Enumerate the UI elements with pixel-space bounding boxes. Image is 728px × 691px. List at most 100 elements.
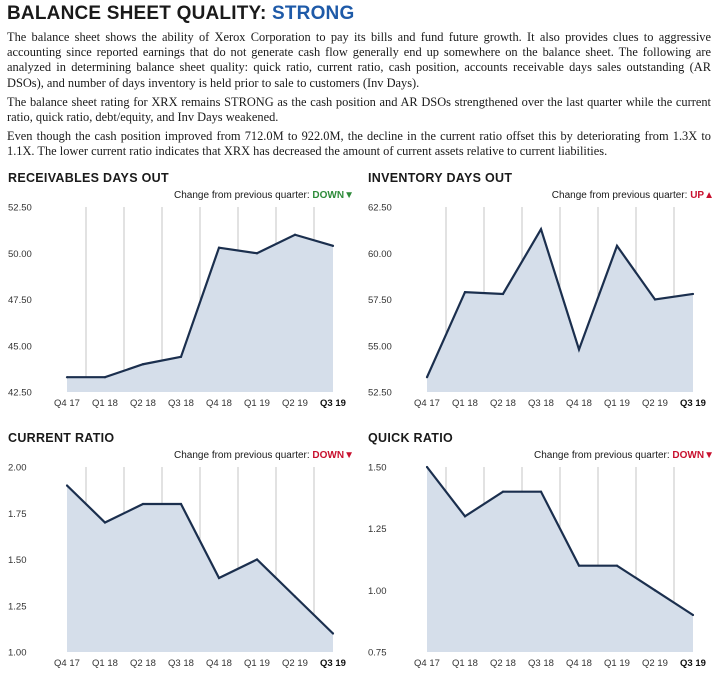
x-tick-label: Q2 19	[642, 398, 668, 409]
y-tick-label: 42.50	[8, 388, 32, 399]
data-point	[293, 233, 297, 236]
change-label: Change from previous quarter:	[174, 450, 313, 461]
data-point	[463, 291, 467, 294]
data-point	[255, 558, 259, 561]
x-tick-label: Q1 19	[244, 398, 270, 409]
data-point	[217, 576, 221, 580]
change-label: Change from previous quarter:	[551, 190, 691, 201]
quick-ratio-chart-panel: QUICK RATIO Change from previous quarter…	[366, 431, 718, 676]
data-point	[293, 595, 297, 598]
paragraph-2: The balance sheet rating for XRX remains…	[7, 94, 711, 125]
quick-ratio-chart: 0.75 1.00 1.25 1.50 Q4 17 Q1 18 Q2 18 Q3 18 Q4 1…	[368, 463, 706, 670]
current-ratio-chart-panel: CURRENT RATIO Change from previous quart…	[6, 431, 358, 676]
y-tick-label: 60.00	[368, 249, 392, 260]
x-tick-label: Q2 18	[490, 398, 516, 409]
x-tick-label: Q3 18	[168, 658, 194, 669]
y-tick-label: 1.00	[8, 648, 27, 659]
y-tick-label: 52.50	[368, 388, 392, 399]
data-point	[653, 589, 657, 592]
data-point	[141, 363, 145, 366]
change-label: Change from previous quarter:	[174, 190, 313, 201]
chart-title: CURRENT RATIO	[8, 431, 115, 445]
x-tick-label: Q3 19	[320, 398, 346, 409]
y-tick-label: 57.50	[368, 295, 392, 306]
x-tick-label: Q4 18	[206, 398, 232, 409]
y-tick-label: 47.50	[8, 295, 32, 306]
x-tick-label: Q2 18	[130, 658, 156, 669]
x-tick-label: Q3 19	[680, 658, 706, 669]
data-point	[255, 252, 259, 255]
x-tick-label: Q1 19	[244, 658, 270, 669]
change-indicator: Change from previous quarter: DOWN▼	[174, 190, 354, 201]
receivables-chart: 42.50 45.00 47.50 50.00 52.50 Q4 17 Q1 18 Q2 18…	[8, 203, 346, 410]
series-line	[67, 233, 334, 379]
data-point	[539, 490, 543, 493]
change-direction: DOWN	[312, 190, 345, 201]
receivables-chart-panel: RECEIVABLES DAYS OUT Change from previou…	[6, 171, 358, 416]
data-point	[103, 376, 107, 379]
x-tick-label: Q1 18	[452, 398, 478, 409]
x-tick-label: Q2 18	[130, 398, 156, 409]
x-tick-label: Q2 19	[282, 398, 308, 409]
y-tick-label: 55.00	[368, 341, 392, 352]
paragraph-3: Even though the cash position improved f…	[7, 129, 711, 159]
data-point	[141, 502, 145, 506]
change-arrow-icon: ▼	[344, 450, 354, 461]
area-fill	[427, 467, 693, 652]
change-indicator: Change from previous quarter: DOWN▼	[174, 450, 354, 461]
data-point	[179, 502, 183, 506]
series-line	[425, 226, 694, 378]
change-direction: DOWN	[312, 450, 345, 461]
data-point	[217, 246, 221, 249]
data-point	[425, 465, 429, 469]
data-point	[691, 292, 695, 296]
rating-badge: STRONG	[271, 3, 355, 24]
y-tick-label: 1.75	[8, 509, 27, 520]
y-tick-label: 1.25	[8, 601, 27, 612]
data-point	[539, 228, 543, 231]
x-tick-label: Q4 18	[566, 658, 592, 669]
y-tick-label: 50.00	[8, 249, 32, 260]
data-point	[331, 632, 335, 635]
data-point	[501, 292, 505, 296]
x-tick-label: Q3 18	[168, 398, 194, 409]
data-point	[691, 613, 695, 617]
x-tick-label: Q2 19	[642, 658, 668, 669]
area-fill	[67, 234, 333, 392]
x-tick-label: Q4 17	[414, 398, 440, 409]
y-tick-label: 45.00	[8, 341, 32, 352]
y-tick-label: 1.00	[368, 586, 387, 597]
data-point	[615, 244, 619, 247]
title-prefix: BALANCE SHEET QUALITY:	[7, 3, 272, 24]
paragraph-1: The balance sheet shows the ability of X…	[7, 30, 711, 90]
x-tick-label: Q4 18	[206, 658, 232, 669]
x-tick-label: Q4 17	[414, 658, 440, 669]
current-ratio-chart: 1.00 1.25 1.50 1.75 2.00 Q4 17 Q1 18 Q2 18 Q3 18…	[8, 463, 346, 670]
data-point	[331, 244, 335, 247]
x-tick-label: Q4 18	[566, 398, 592, 409]
x-tick-label: Q4 17	[54, 658, 80, 669]
x-tick-label: Q3 18	[528, 398, 554, 409]
area-fill	[427, 229, 693, 392]
change-label: Change from previous quarter:	[534, 450, 673, 461]
data-point	[103, 521, 107, 524]
inventory-chart-panel: INVENTORY DAYS OUT Change from previous …	[366, 171, 718, 416]
x-tick-label: Q3 19	[320, 658, 346, 669]
change-indicator: Change from previous quarter: DOWN▼	[534, 450, 714, 461]
x-tick-label: Q2 18	[490, 658, 516, 669]
x-tick-label: Q1 19	[604, 658, 630, 669]
chart-title: QUICK RATIO	[368, 431, 454, 445]
data-point	[65, 484, 69, 487]
x-tick-label: Q1 18	[92, 658, 118, 669]
data-point	[615, 564, 619, 567]
y-tick-label: 0.75	[368, 648, 387, 659]
data-point	[179, 355, 183, 358]
x-tick-label: Q1 18	[452, 658, 478, 669]
series-line	[426, 466, 694, 616]
change-arrow-icon: ▼	[344, 190, 354, 201]
x-tick-label: Q3 19	[680, 398, 706, 409]
data-point	[577, 348, 581, 351]
change-direction: DOWN	[672, 450, 705, 461]
data-point	[425, 376, 429, 379]
change-arrow-icon: ▼	[704, 450, 714, 461]
